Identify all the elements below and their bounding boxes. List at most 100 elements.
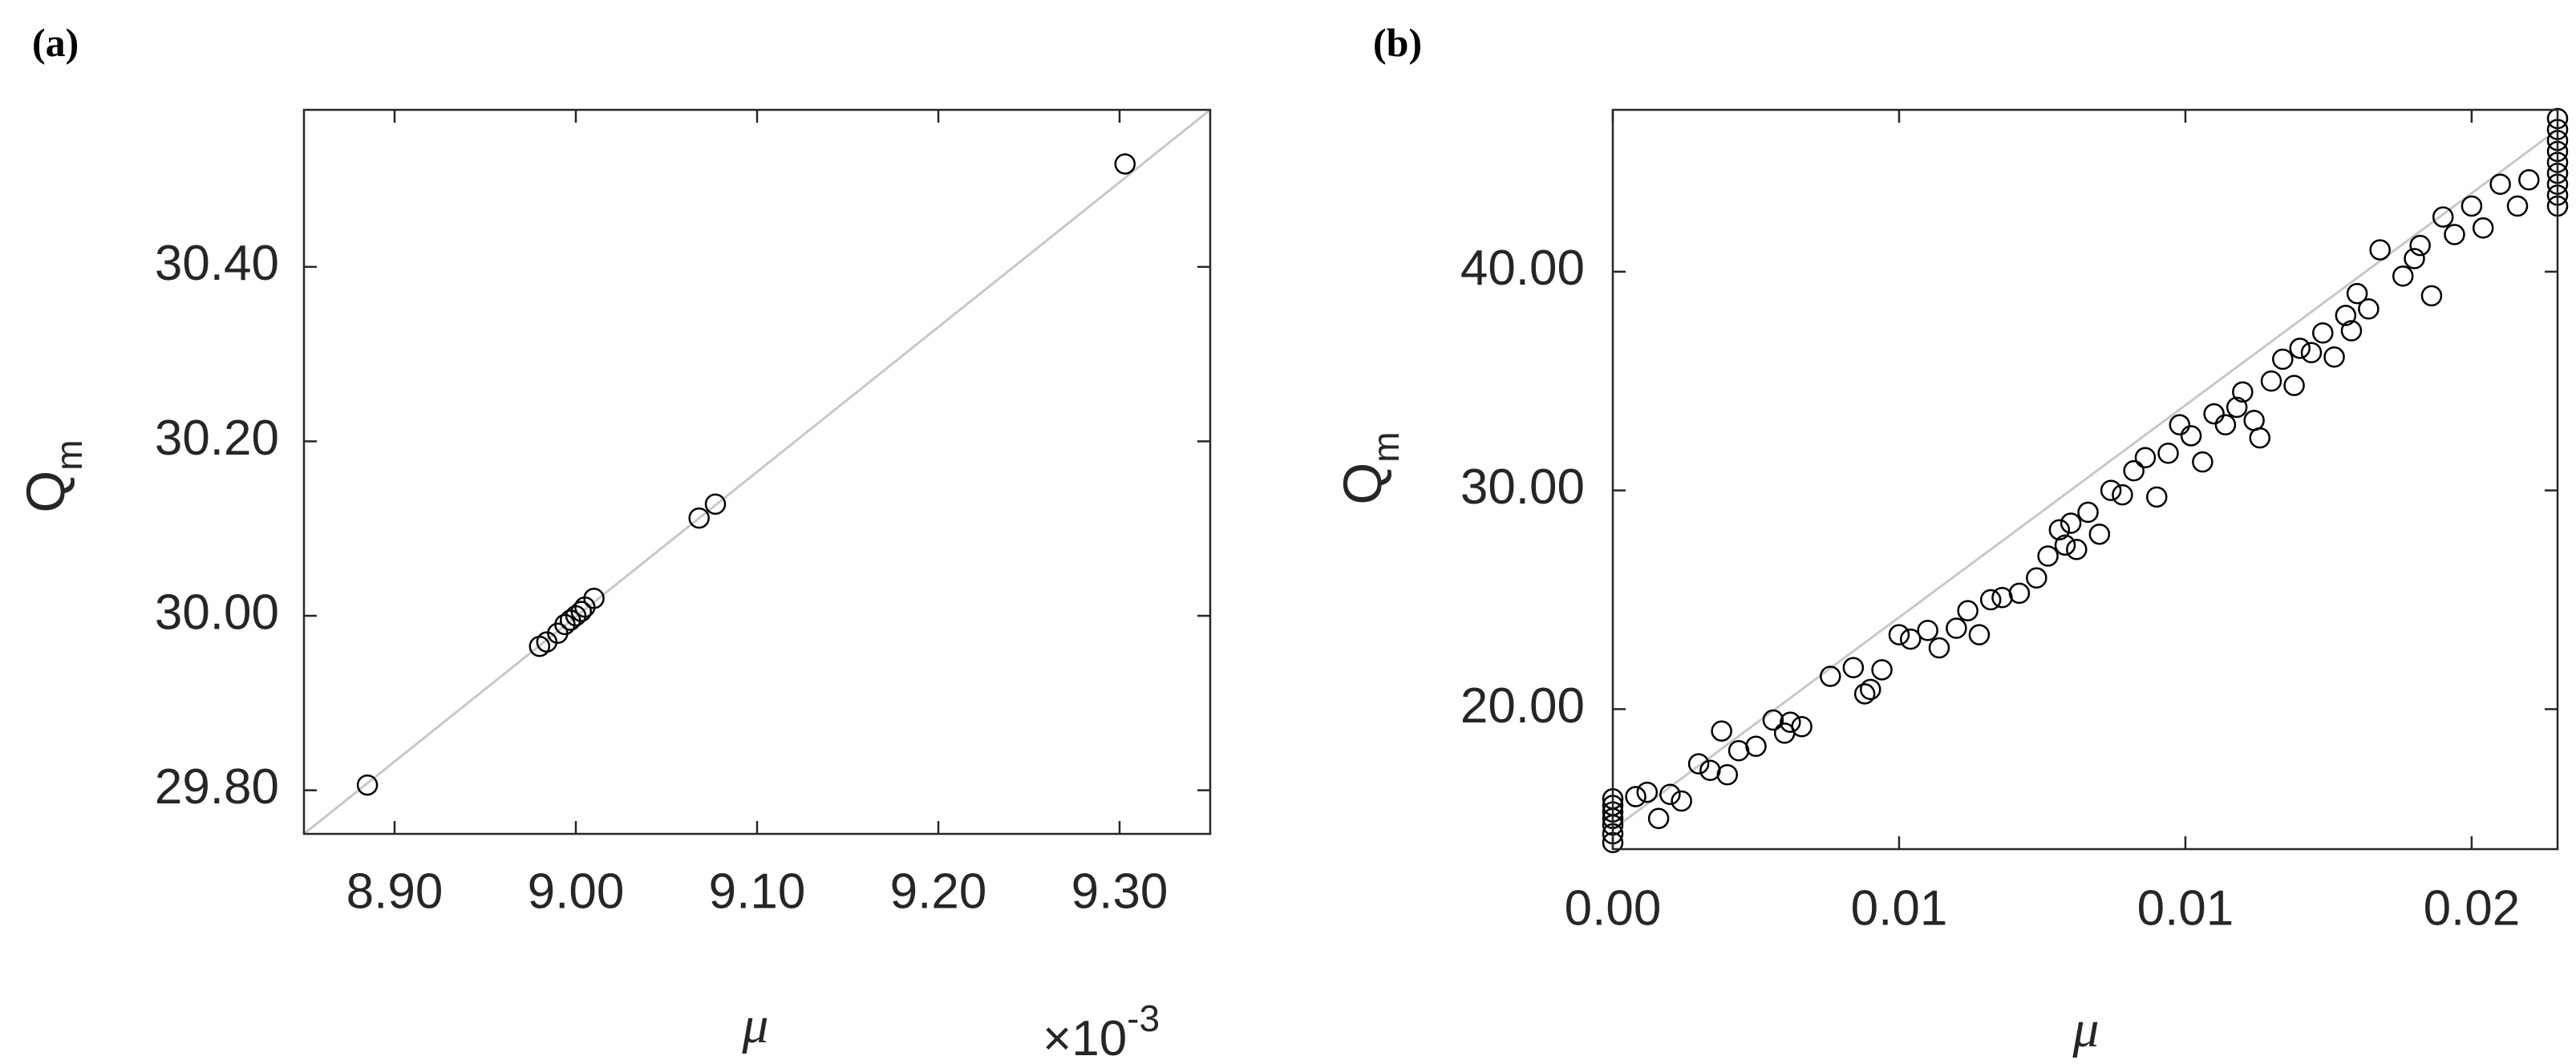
data-point bbox=[688, 507, 710, 529]
data-point bbox=[1946, 617, 1967, 639]
data-point bbox=[1853, 683, 1876, 705]
data-point bbox=[2169, 414, 2191, 436]
data-point bbox=[2112, 483, 2133, 506]
y-axis-label-main: Q bbox=[1332, 463, 1393, 505]
data-point bbox=[570, 601, 593, 622]
y-axis-label-subscript: m bbox=[48, 439, 90, 470]
data-point bbox=[1659, 783, 1681, 806]
y-axis-label: Qm bbox=[1332, 431, 1407, 504]
y-axis-label-subscript: m bbox=[1365, 431, 1407, 462]
data-point bbox=[2226, 396, 2248, 419]
data-point bbox=[1745, 735, 1767, 758]
plot-area bbox=[303, 108, 1211, 835]
data-point bbox=[2192, 451, 2213, 473]
data-point bbox=[2249, 427, 2271, 449]
data-point bbox=[2323, 346, 2345, 368]
y-tick-label: 30.20 bbox=[155, 411, 279, 466]
data-point bbox=[2283, 374, 2305, 396]
data-point bbox=[2037, 545, 2059, 567]
data-point bbox=[2123, 459, 2145, 482]
data-point bbox=[704, 493, 727, 516]
data-point bbox=[1647, 807, 1670, 830]
data-point bbox=[2392, 265, 2414, 287]
data-point bbox=[1991, 587, 2013, 609]
panel-label: (b) bbox=[1373, 20, 1422, 65]
data-point bbox=[1842, 657, 1865, 678]
axes-box bbox=[1611, 108, 2559, 851]
panel-label: (a) bbox=[32, 20, 79, 65]
x-tick-label: 0.02 bbox=[2424, 880, 2521, 936]
y-tick-label: 29.80 bbox=[155, 759, 279, 815]
data-point bbox=[1711, 720, 1732, 742]
data-point bbox=[1917, 619, 1938, 641]
data-point bbox=[2180, 425, 2202, 447]
data-point bbox=[1687, 753, 1710, 775]
data-point bbox=[2358, 297, 2380, 320]
fit-line bbox=[303, 108, 1211, 835]
data-point bbox=[1860, 678, 1881, 701]
y-tick-label: 30.00 bbox=[155, 585, 279, 640]
chart: (a) 8.90 9.00 9.10 9.20 9.30 29.80 30.00 30.20 30… bbox=[15, 20, 1212, 1064]
data-point bbox=[2026, 567, 2047, 589]
x-axis-label: μ bbox=[2072, 1000, 2099, 1058]
data-point bbox=[1899, 628, 1922, 650]
data-point bbox=[583, 588, 605, 609]
data-point bbox=[1699, 759, 1721, 782]
data-point bbox=[2444, 224, 2465, 245]
data-point bbox=[2461, 195, 2483, 217]
y-tick-label: 20.00 bbox=[1460, 678, 1585, 734]
data-point bbox=[2232, 381, 2254, 403]
data-point bbox=[1957, 600, 1979, 621]
x-multiplier-exponent: -3 bbox=[1127, 997, 1160, 1039]
y-tick-label: 30.40 bbox=[155, 236, 279, 291]
data-point bbox=[2066, 539, 2088, 560]
data-point bbox=[2054, 534, 2076, 556]
data-point bbox=[1979, 589, 2002, 611]
data-point bbox=[2077, 501, 2099, 524]
x-tick-label: 0.00 bbox=[1565, 880, 1662, 936]
data-point bbox=[2272, 348, 2294, 370]
data-point bbox=[1716, 764, 1739, 786]
data-point bbox=[1780, 711, 1801, 734]
data-point bbox=[2145, 486, 2168, 508]
data-point bbox=[2100, 479, 2122, 501]
data-point bbox=[2300, 342, 2323, 364]
x-tick-label: 9.10 bbox=[709, 864, 806, 919]
data-point bbox=[2404, 248, 2425, 269]
data-point bbox=[2432, 206, 2454, 228]
y-axis-label-main: Q bbox=[15, 471, 76, 513]
x-tick-label: 9.30 bbox=[1071, 864, 1169, 919]
x-tick-label: 0.01 bbox=[1851, 880, 1948, 936]
data-point bbox=[2489, 173, 2511, 195]
data-point bbox=[1791, 715, 1813, 738]
data-point bbox=[2506, 195, 2529, 217]
data-point bbox=[2260, 370, 2282, 392]
y-axis-label: Qm bbox=[15, 439, 90, 512]
data-point bbox=[2409, 234, 2431, 257]
x-multiplier-base: ×10 bbox=[1043, 1011, 1127, 1064]
data-point bbox=[2060, 512, 2082, 534]
y-tick-label: 30.00 bbox=[1460, 459, 1585, 515]
data-point bbox=[1968, 624, 1991, 645]
data-point bbox=[1114, 153, 1136, 175]
data-point bbox=[2340, 320, 2363, 342]
data-point bbox=[1625, 786, 1646, 807]
data-point bbox=[1762, 709, 1784, 731]
data-point bbox=[356, 774, 379, 796]
x-tick-label: 8.90 bbox=[346, 864, 444, 919]
plot-area bbox=[1602, 107, 2569, 854]
data-point bbox=[2369, 239, 2391, 261]
chart: (b) 0.00 0.01 0.01 0.02 20.00 30.00 40.00 μ Qm bbox=[1332, 20, 2569, 1058]
data-point bbox=[1820, 666, 1841, 687]
data-point bbox=[2214, 414, 2237, 436]
x-multiplier: ×10-3 bbox=[1043, 997, 1160, 1064]
data-point bbox=[2518, 169, 2540, 191]
data-point bbox=[1928, 637, 1950, 659]
data-point bbox=[2472, 217, 2494, 239]
data-point bbox=[1888, 624, 1910, 645]
data-point bbox=[2203, 403, 2225, 425]
x-tick-label: 9.00 bbox=[528, 864, 625, 919]
data-point bbox=[1671, 790, 1692, 812]
